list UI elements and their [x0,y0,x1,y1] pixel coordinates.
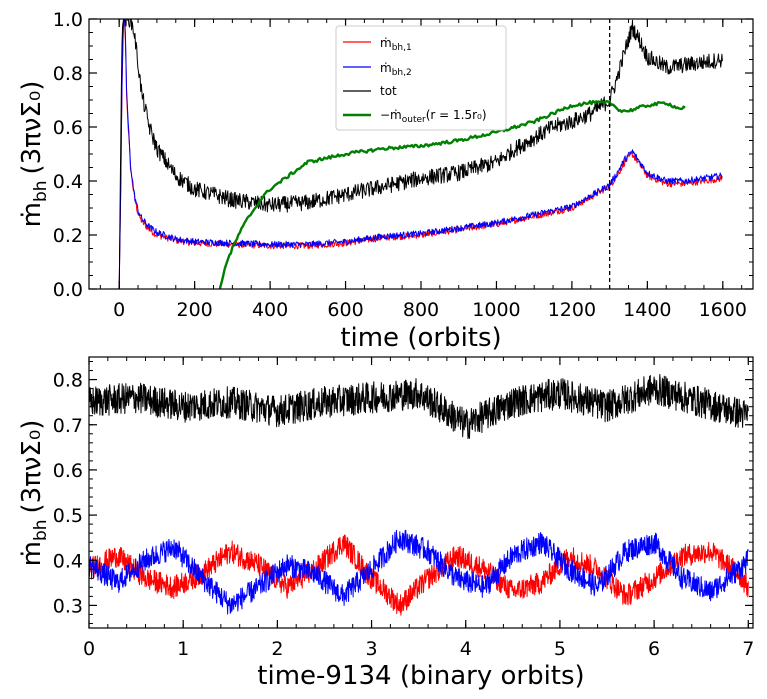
legend-label-tot: tot [380,84,397,98]
bottom-ytick-label: 0.4 [53,550,83,572]
top-ytick-label: 1.0 [53,9,83,31]
bottom-xtick-label: 5 [554,638,566,660]
top-xtick-label: 400 [252,299,288,321]
top-legend: ṁbh,1 ṁbh,2 tot −ṁouter(r = 1.5r₀) [335,25,507,131]
bottom-ylabel: ṁbh(3πνΣ₀) [17,420,51,567]
top-series-minus_mdot_outer [218,99,686,289]
top-ylabel: ṁbh(3πνΣ₀) [17,81,51,228]
top-ytick-label: 0.0 [53,279,83,301]
bottom-xtick-label: 7 [742,638,754,660]
bottom-ytick-label: 0.7 [53,415,83,437]
bottom-series-group [89,374,749,616]
top-series-tot [118,19,723,289]
bottom-xtick-label: 2 [271,638,283,660]
legend-label-bh1: ṁbh,1 [380,36,412,53]
top-panel: 0 200 400 600 800 1000 1200 1400 1600 0.0 0.2 0.4 0.… [17,9,754,353]
top-xtick-label: 200 [177,299,213,321]
top-ticks: 0 200 400 600 800 1000 1200 1400 1600 0.0 0.2 0.4 0.… [53,9,753,321]
bottom-series-mdot_bh2 [89,529,749,615]
bottom-ytick-label: 0.8 [53,370,83,392]
top-ytick-label: 0.8 [53,63,83,85]
bottom-axes-frame [88,356,754,629]
top-ytick-label: 0.4 [53,171,83,193]
top-xtick-label: 1600 [699,299,747,321]
top-xtick-label: 1400 [623,299,671,321]
bottom-panel: 0 1 2 3 4 5 6 7 0.3 0.4 0.5 0.6 0.7 0.8 time-9134 (bi… [17,356,754,691]
top-xtick-label: 0 [113,299,125,321]
top-series-group [118,19,723,289]
bottom-xtick-label: 1 [177,638,189,660]
top-ytick-label: 0.6 [53,117,83,139]
top-xtick-label: 800 [403,299,439,321]
bottom-xlabel: time-9134 (binary orbits) [257,661,584,691]
legend-label-outer: −ṁouter(r = 1.5r₀) [380,108,487,125]
top-xtick-label: 600 [327,299,363,321]
bottom-ytick-label: 0.6 [53,460,83,482]
bottom-ticks: 0 1 2 3 4 5 6 7 0.3 0.4 0.5 0.6 0.7 0.8 [53,357,754,660]
legend-label-bh2: ṁbh,2 [380,61,412,78]
top-series-mdot_bh2 [118,19,723,289]
bottom-xtick-label: 4 [460,638,472,660]
bottom-xtick-label: 6 [648,638,660,660]
legend-box [335,25,507,131]
bottom-series-tot [89,374,749,440]
top-xtick-label: 1000 [472,299,520,321]
top-xlabel: time (orbits) [340,323,501,353]
bottom-ytick-label: 0.5 [53,505,83,527]
top-ytick-label: 0.2 [53,225,83,247]
bottom-ytick-label: 0.3 [53,595,83,617]
bottom-xtick-label: 0 [83,638,95,660]
top-xtick-label: 1200 [548,299,596,321]
bottom-xtick-label: 3 [366,638,378,660]
